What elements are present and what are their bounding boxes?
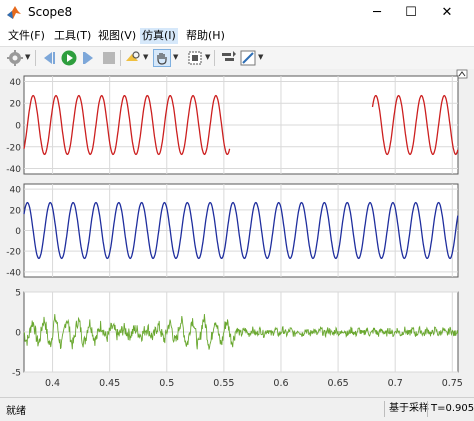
gear-settings-icon[interactable]	[6, 49, 24, 67]
signal-line-1	[23, 94, 231, 156]
measure-icon[interactable]	[219, 49, 237, 67]
y-tick-label: 0	[15, 227, 21, 237]
signal-line-2	[23, 201, 459, 260]
x-tick-label: 0.6	[273, 378, 288, 389]
y-tick-label: -40	[6, 165, 21, 175]
status-bar: 就绪 基于采样 T=0.905	[0, 397, 474, 421]
y-tick-label: 0	[15, 122, 21, 132]
x-tick-label: 0.45	[99, 378, 120, 389]
highlight-icon[interactable]	[124, 49, 142, 67]
title-bar: Scope8 ─ ☐ ✕	[0, 0, 474, 26]
matlab-icon	[7, 6, 21, 19]
window-title: Scope8	[28, 5, 73, 19]
y-tick-label: 5	[15, 289, 21, 299]
menu-bar: 文件(F) 工具(T) 视图(V) 仿真(I) 帮助(H)	[0, 26, 474, 46]
undock-icon[interactable]	[456, 69, 468, 79]
close-button[interactable]: ✕	[441, 5, 453, 20]
minimize-button[interactable]: ─	[373, 5, 381, 20]
menu-tools[interactable]: 工具(T)	[54, 29, 92, 42]
chevron-down-icon[interactable]: ▼	[258, 53, 264, 61]
signal-line-1	[371, 94, 459, 156]
menu-view[interactable]: 视图(V)	[98, 29, 137, 42]
scope-plots[interactable]: 40 20 0 -20 -40 40 20 0 -20 -40 5 0 -5 0.4 0.45 0.5 0.55…	[0, 69, 474, 397]
y-tick-label: -40	[6, 268, 21, 278]
pan-hand-icon[interactable]	[153, 49, 171, 67]
x-tick-label: 0.4	[45, 378, 60, 389]
status-sample-based: 基于采样	[384, 401, 433, 417]
scope-plot-area: 40 20 0 -20 -40 40 20 0 -20 -40 5 0 -5 0.4 0.45 0.5 0.55…	[0, 69, 474, 397]
x-tick-label: 0.5	[159, 378, 174, 389]
toolbar-separator	[35, 50, 36, 66]
menu-simulation[interactable]: 仿真(I)	[140, 28, 178, 44]
maximize-button[interactable]: ☐	[405, 5, 417, 20]
chevron-down-icon[interactable]: ▼	[143, 53, 149, 61]
chevron-down-icon[interactable]: ▼	[173, 53, 179, 61]
run-icon[interactable]	[60, 49, 78, 67]
step-forward-icon[interactable]	[80, 49, 98, 67]
menu-file[interactable]: 文件(F)	[8, 29, 45, 42]
y-tick-label: 40	[10, 186, 22, 196]
chevron-down-icon[interactable]: ▼	[205, 53, 211, 61]
y-tick-label: -5	[12, 369, 21, 379]
fit-icon[interactable]	[186, 49, 204, 67]
toolbar-separator	[120, 50, 121, 66]
y-tick-label: 20	[10, 100, 22, 110]
x-tick-label: 0.75	[442, 378, 463, 389]
status-time: T=0.905	[427, 401, 474, 417]
y-tick-label: 40	[10, 78, 22, 88]
step-back-icon[interactable]	[40, 49, 58, 67]
y-tick-label: 20	[10, 206, 22, 216]
menu-help[interactable]: 帮助(H)	[186, 29, 225, 42]
y-tick-label: -20	[6, 248, 21, 258]
style-icon[interactable]	[239, 49, 257, 67]
y-tick-label: 0	[15, 329, 21, 339]
signal-line-3	[23, 313, 459, 350]
status-ready: 就绪	[6, 406, 26, 417]
x-tick-label: 0.65	[328, 378, 349, 389]
toolbar: ▼ ▼ ▼ ▼ ▼	[0, 46, 474, 70]
stop-icon[interactable]	[100, 49, 118, 67]
undock-arrow-icon[interactable]	[458, 71, 466, 77]
y-tick-label: -20	[6, 143, 21, 153]
x-tick-label: 0.7	[388, 378, 403, 389]
x-tick-label: 0.55	[213, 378, 234, 389]
chevron-down-icon[interactable]: ▼	[25, 53, 31, 61]
toolbar-separator	[214, 50, 215, 66]
